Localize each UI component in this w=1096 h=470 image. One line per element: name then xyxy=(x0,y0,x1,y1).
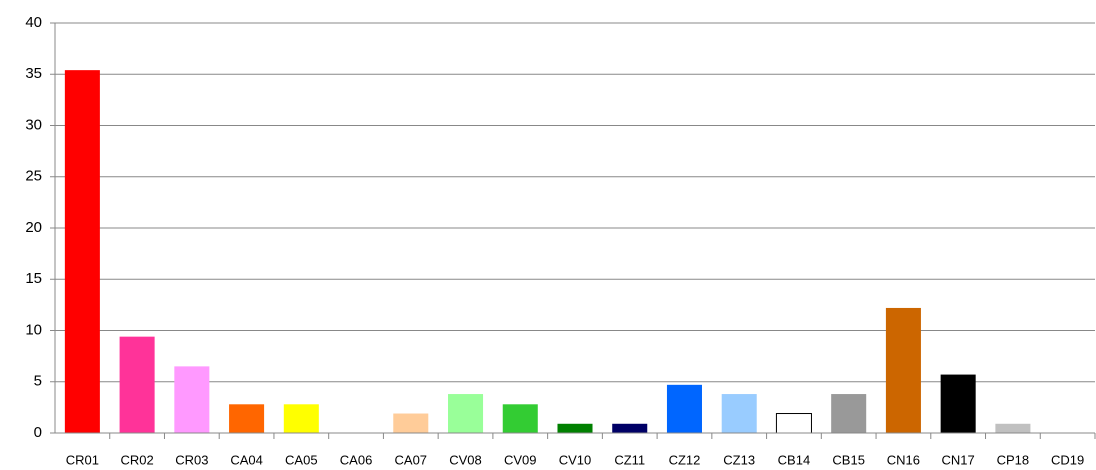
y-tick-label: 20 xyxy=(25,219,42,236)
y-tick-label: 5 xyxy=(34,373,42,390)
bar xyxy=(940,374,976,433)
x-tick-label: CV10 xyxy=(559,452,592,467)
y-tick-label: 0 xyxy=(34,424,42,441)
bar xyxy=(612,423,648,433)
bar xyxy=(775,413,812,434)
y-tick-label: 10 xyxy=(25,321,42,338)
x-tick-label: CZ13 xyxy=(723,452,755,467)
bar xyxy=(995,423,1031,433)
x-tick-label: CZ12 xyxy=(669,452,701,467)
x-tick-label: CD19 xyxy=(1051,452,1084,467)
bar xyxy=(557,423,593,433)
y-tick-label: 40 xyxy=(25,14,42,31)
bar xyxy=(283,404,319,433)
bar xyxy=(502,404,538,433)
x-tick-label: CN16 xyxy=(887,452,920,467)
x-tick-label: CA04 xyxy=(230,452,263,467)
x-tick-label: CB14 xyxy=(778,452,811,467)
x-tick-label: CN17 xyxy=(942,452,975,467)
bar xyxy=(229,404,265,433)
bar xyxy=(448,394,484,433)
x-tick-label: CR03 xyxy=(175,452,208,467)
x-tick-label: CA07 xyxy=(395,452,428,467)
y-tick-label: 15 xyxy=(25,270,42,287)
bar xyxy=(831,394,867,433)
x-tick-label: CA06 xyxy=(340,452,373,467)
bar xyxy=(119,336,155,433)
x-tick-label: CR01 xyxy=(66,452,99,467)
bar xyxy=(64,70,100,434)
bar xyxy=(666,384,702,433)
x-tick-label: CZ11 xyxy=(614,452,645,467)
x-tick-label: CV09 xyxy=(504,452,537,467)
y-tick-label: 25 xyxy=(25,168,42,185)
x-tick-label: CR02 xyxy=(120,452,153,467)
bar xyxy=(174,366,210,433)
bar xyxy=(721,394,757,433)
y-tick-label: 30 xyxy=(25,116,42,133)
bar xyxy=(885,307,921,433)
bar xyxy=(393,413,429,433)
x-tick-label: CB15 xyxy=(832,452,865,467)
x-tick-label: CP18 xyxy=(997,452,1030,467)
x-tick-label: CA05 xyxy=(285,452,318,467)
y-tick-label: 35 xyxy=(25,65,42,82)
x-tick-label: CV08 xyxy=(449,452,482,467)
